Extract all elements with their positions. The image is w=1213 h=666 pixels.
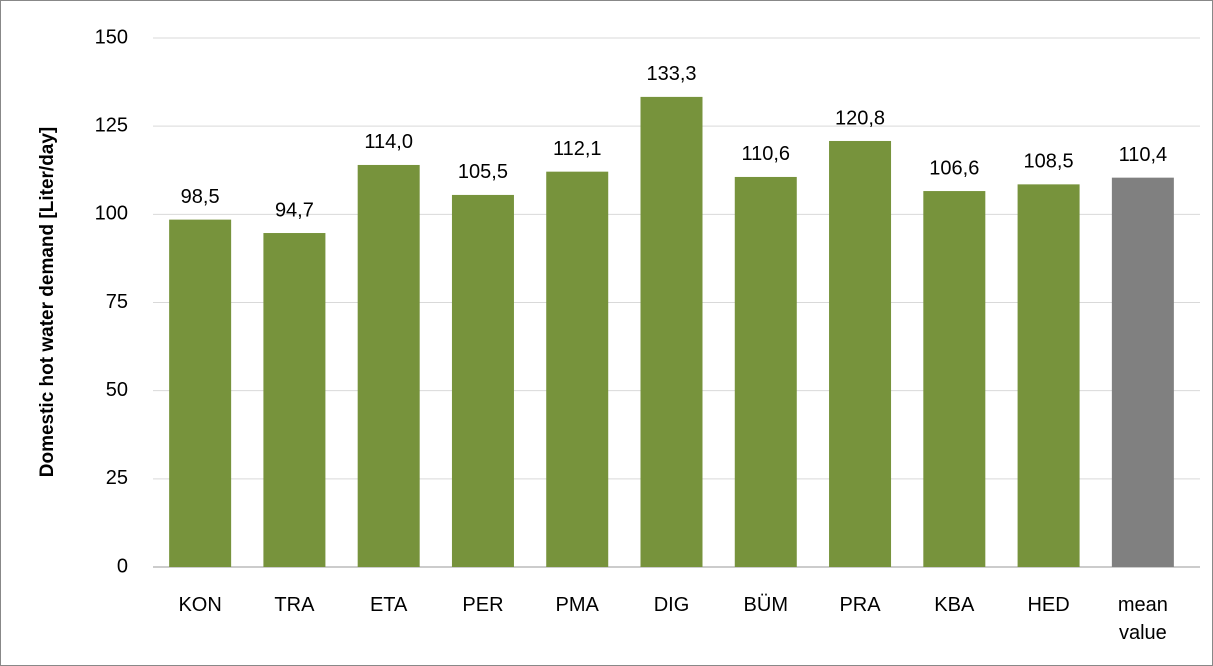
x-tick-label: PRA [839,594,881,616]
data-label: 94,7 [275,199,314,221]
x-tick-label: BÜM [743,594,788,616]
bar [169,219,232,567]
data-label: 120,8 [835,107,885,129]
x-tick-label: PMA [555,594,599,616]
y-tick-label: 50 [106,379,128,401]
x-tick-label: PER [462,594,504,616]
x-tick-label: KON [178,594,222,616]
x-tick-label: KBA [934,594,975,616]
bar [357,164,420,567]
data-label: 114,0 [364,131,413,153]
x-tick-label: ETA [369,594,408,616]
x-tick-label: HED [1027,594,1070,616]
data-label: 108,5 [1024,151,1074,173]
data-label: 110,4 [1119,144,1168,166]
data-label: 105,5 [458,161,508,183]
bar [923,191,986,568]
bar [451,194,514,568]
bar [734,176,797,567]
x-tick-label: DIG [653,594,690,616]
data-label: 133,3 [646,63,696,85]
bar [640,96,703,568]
y-tick-label: 75 [106,291,128,313]
data-label: 110,6 [741,143,790,165]
data-label: 112,1 [553,138,602,160]
data-label: 98,5 [181,186,220,208]
y-axis-label: Domestic hot water demand [Liter/day] [37,127,58,478]
bar [829,140,892,567]
y-tick-label: 25 [106,467,128,489]
bar [546,171,609,568]
bar [1111,177,1174,567]
y-tick-label: 125 [95,114,128,136]
x-tick-label: TRA [274,594,315,616]
data-label: 106,6 [929,157,979,179]
y-tick-label: 150 [95,26,128,48]
y-tick-label: 0 [117,555,128,577]
bar [1017,184,1080,567]
y-tick-label: 100 [95,203,128,225]
x-tick-label: mean value [1117,594,1168,644]
bar [263,233,326,568]
